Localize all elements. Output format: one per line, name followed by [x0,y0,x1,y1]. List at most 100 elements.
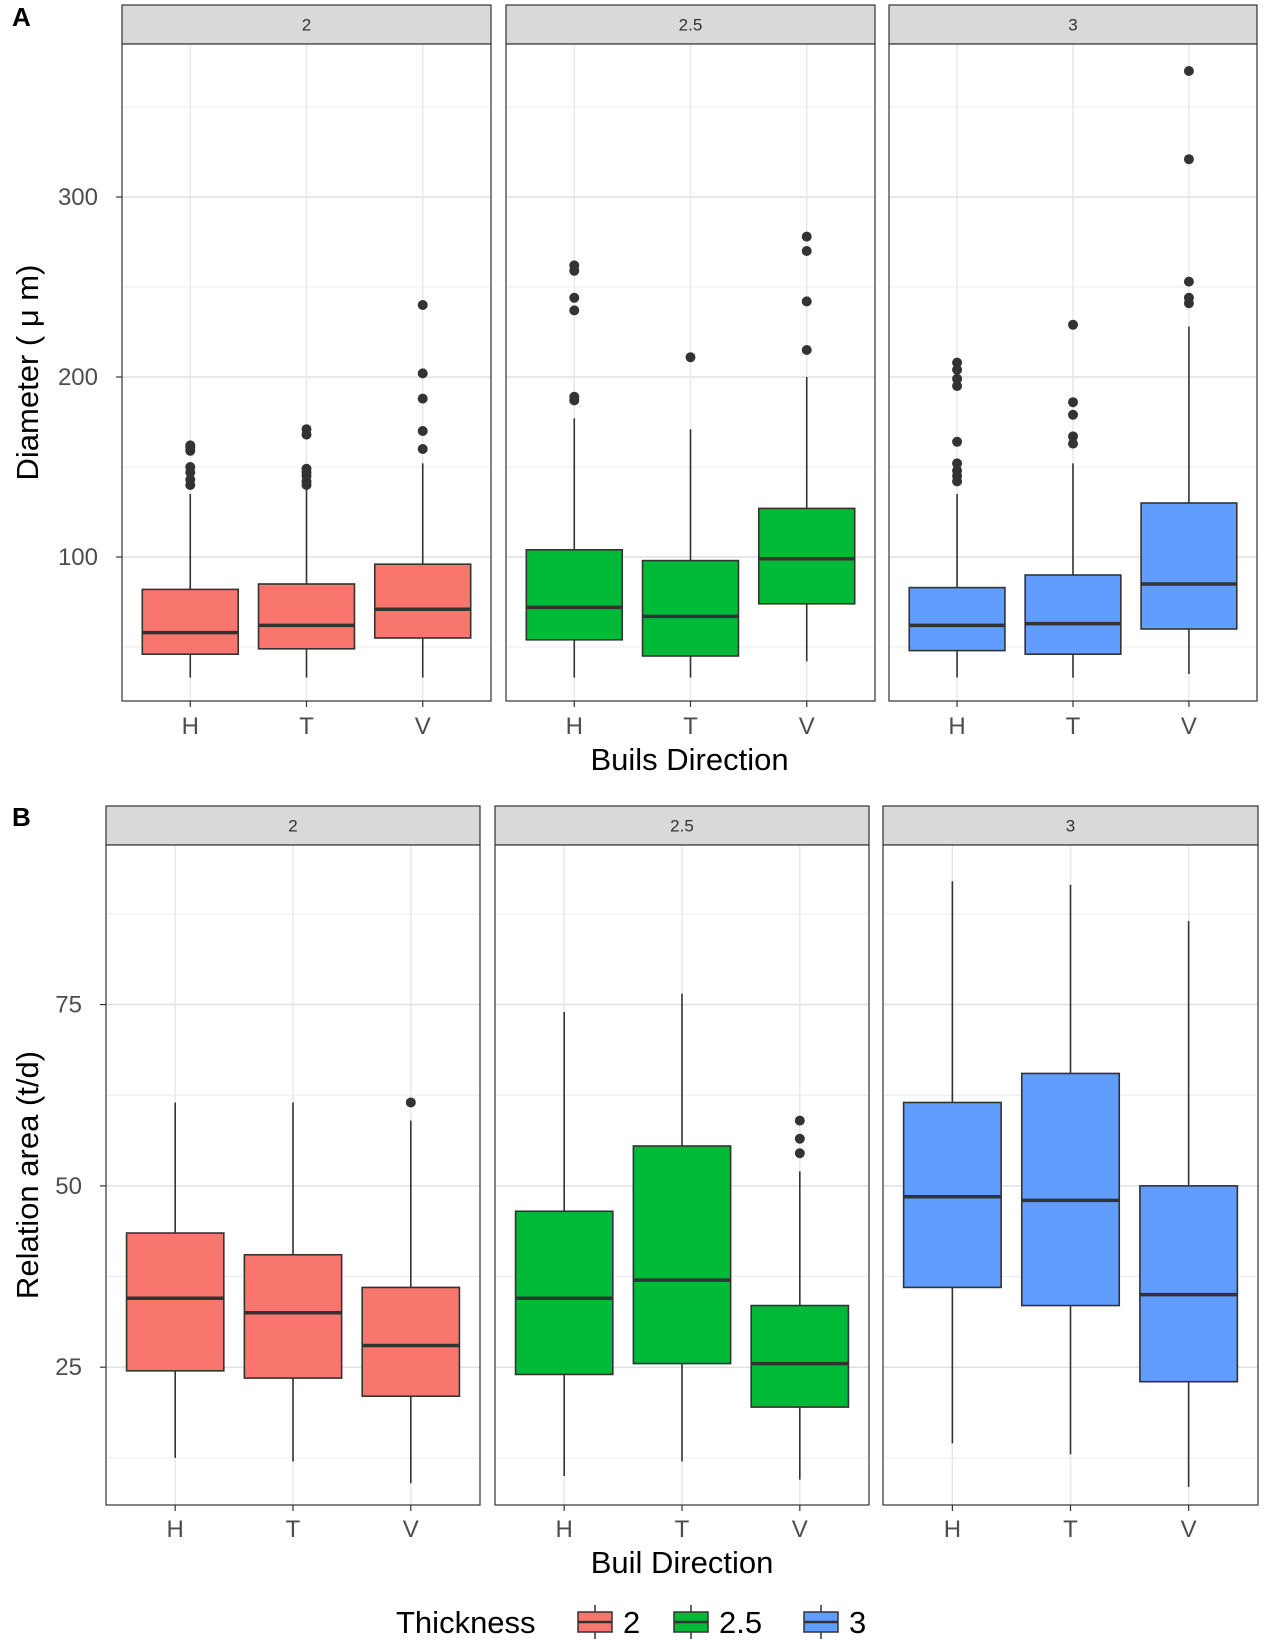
outlier-point [801,246,812,256]
outlier-point [952,458,963,469]
x-tick-label: V [1181,713,1197,740]
facet-strip-label: 2 [302,16,311,35]
outlier-point [1068,438,1078,449]
facet-strip [494,805,870,846]
box-V [750,1115,850,1480]
x-tick-label: H [944,1516,961,1543]
y-axis-title: Diameter ( μ m) [10,265,45,481]
outlier-point [801,296,812,307]
legend-label: 2 [623,1605,640,1640]
y-tick-label: 25 [55,1354,82,1381]
facet-strip-label: 2.5 [679,16,703,35]
x-tick-label: V [1181,1516,1197,1543]
legend-key [673,1605,709,1639]
box-iqr [257,583,356,650]
outlier-point [801,345,812,355]
outlier-point [1183,276,1194,287]
outlier-point [1068,431,1078,442]
box-iqr [750,1304,850,1408]
outlier-point [405,1097,416,1108]
legend-key [803,1605,839,1639]
x-tick-label: T [1066,713,1081,740]
box-T [1024,319,1122,678]
x-tick-label: T [286,1516,301,1543]
outlier-point [1068,397,1078,408]
facet-strip-label: 3 [1068,16,1077,35]
outlier-point [1183,292,1194,303]
box-T [257,424,356,678]
box-H [514,1011,614,1476]
box-V [757,231,856,662]
outlier-point [685,352,696,363]
box-iqr [1140,502,1238,630]
outlier-point [417,393,428,404]
box-V [361,1097,461,1484]
box-T [632,993,732,1462]
box-iqr [1024,574,1122,655]
y-tick-label: 200 [58,364,98,391]
box-iqr [514,1210,614,1376]
box-H [525,260,624,678]
box-V [1140,66,1238,674]
legend-label: 3 [849,1605,866,1640]
outlier-point [569,292,580,303]
y-axis-title: Relation area (t/d) [10,1051,45,1299]
x-tick-label: T [299,713,314,740]
box-V [373,300,472,678]
outlier-point [1068,409,1078,420]
box-T [1020,884,1121,1455]
box-T [243,1102,343,1462]
box-T [641,352,740,678]
facet-strip [121,4,492,45]
outlier-point [952,373,963,384]
legend-key [577,1605,613,1639]
box-H [902,881,1002,1444]
outlier-point [801,231,812,242]
x-tick-label: T [683,713,698,740]
facet-strip-label: 2 [288,817,297,836]
box-iqr [908,586,1006,652]
box-H [141,440,240,678]
box-H [125,1102,225,1458]
outlier-point [952,357,963,368]
outlier-point [185,474,196,485]
box-iqr [1139,1185,1239,1383]
x-tick-label: H [556,1516,573,1543]
box-iqr [373,563,472,639]
panel-label: B [12,802,31,832]
outlier-point [569,391,580,402]
box-iqr [243,1253,343,1379]
outlier-point [569,260,580,271]
outlier-point [1068,319,1078,330]
x-tick-label: V [799,713,815,740]
facet-strip [505,4,876,45]
outlier-point [417,368,428,379]
outlier-point [185,462,196,472]
x-tick-label: V [415,713,431,740]
facet-strip [105,805,481,846]
outlier-point [1183,154,1194,165]
box-V [1139,921,1239,1487]
box-iqr [902,1101,1002,1289]
outlier-point [794,1133,805,1144]
y-tick-label: 100 [58,544,98,571]
outlier-point [417,444,428,454]
box-iqr [361,1286,461,1398]
outlier-point [952,364,963,375]
outlier-point [301,463,312,474]
x-axis-title: Buils Direction [590,742,788,777]
legend-label: 2.5 [719,1605,762,1640]
x-tick-label: H [948,713,965,740]
x-tick-label: H [182,713,199,740]
x-tick-label: T [1063,1516,1078,1543]
outlier-point [417,426,428,436]
outlier-point [952,436,963,447]
outlier-point [1183,66,1194,76]
outlier-point [794,1115,805,1126]
facet-strip-label: 2.5 [670,817,694,836]
box-iqr [1020,1072,1121,1307]
outlier-point [185,440,196,451]
facet-strip-label: 3 [1066,817,1075,836]
outlier-point [952,465,963,476]
